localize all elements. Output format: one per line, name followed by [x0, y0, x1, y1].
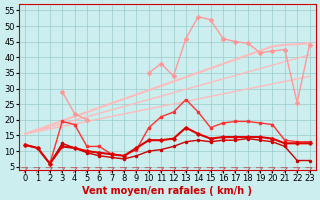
X-axis label: Vent moyen/en rafales ( km/h ): Vent moyen/en rafales ( km/h )	[82, 186, 252, 196]
